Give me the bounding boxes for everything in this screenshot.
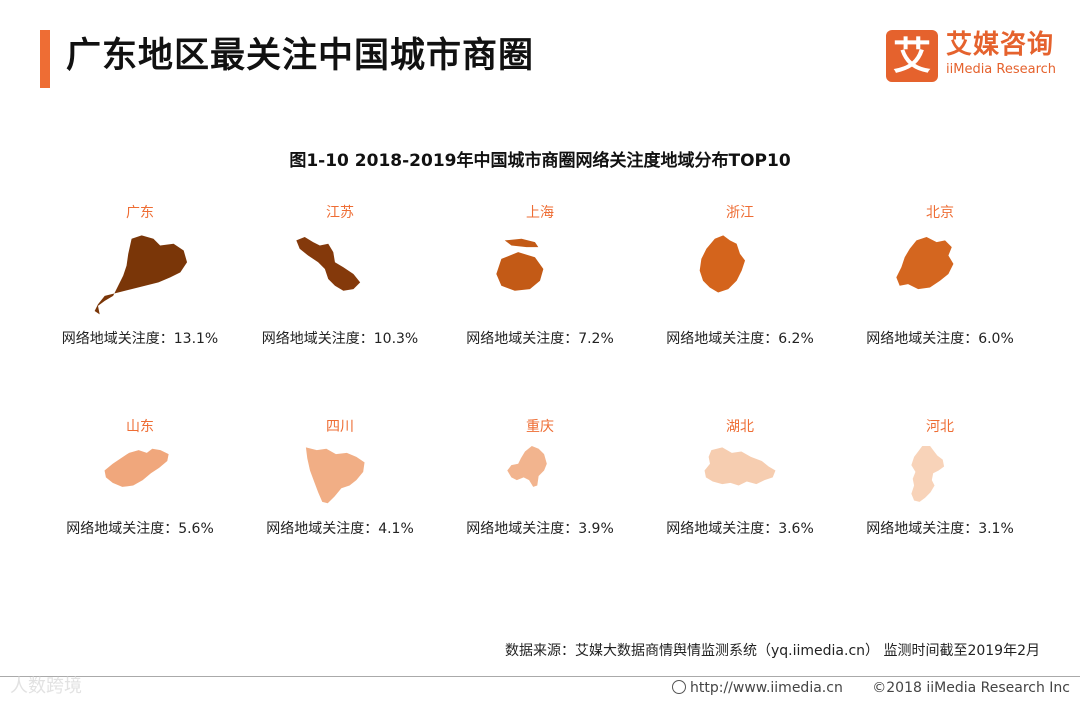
globe-icon <box>672 680 686 694</box>
attention-value-label: 网络地域关注度：6.2% <box>666 331 814 347</box>
province-name: 四川 <box>326 419 354 435</box>
province-cell: 河北网络地域关注度：3.1% <box>840 418 1040 538</box>
province-map-shape <box>94 235 188 315</box>
province-name: 北京 <box>926 205 954 221</box>
province-map-shape <box>507 446 547 487</box>
attention-value-label: 网络地域关注度：13.1% <box>61 331 219 347</box>
province-cell: 重庆网络地域关注度：3.9% <box>440 418 640 538</box>
province-map-shape <box>296 237 361 291</box>
attention-value-label: 网络地域关注度：3.1% <box>866 521 1014 537</box>
page-title: 广东地区最关注中国城市商圈 <box>66 36 535 76</box>
chart-title: 图1-10 2018-2019年中国城市商圈网络关注度地域分布TOP10 <box>289 151 791 171</box>
province-silhouette <box>496 238 544 291</box>
footer-website[interactable]: http://www.iimedia.cn <box>672 680 843 696</box>
province-silhouette <box>896 237 954 290</box>
province-silhouette <box>911 446 945 502</box>
province-cell: 上海网络地域关注度：7.2% <box>440 204 640 348</box>
province-name: 浙江 <box>726 205 754 221</box>
attention-value-label: 网络地域关注度：3.9% <box>466 521 614 537</box>
province-cell: 北京网络地域关注度：6.0% <box>840 204 1040 348</box>
province-cell: 江苏网络地域关注度：10.3% <box>240 204 440 348</box>
brand-mark-icon: 艾 <box>886 30 938 82</box>
attention-value-label: 网络地域关注度：7.2% <box>466 331 614 347</box>
province-cell: 湖北网络地域关注度：3.6% <box>640 418 840 538</box>
province-map-shape <box>699 235 746 293</box>
province-name: 河北 <box>926 419 954 435</box>
province-name: 广东 <box>126 205 154 221</box>
province-name: 重庆 <box>526 419 554 435</box>
province-silhouette <box>296 237 361 291</box>
title-accent-bar <box>40 30 50 88</box>
province-map-shape <box>496 238 544 291</box>
watermark: 人数跨境 <box>10 676 82 697</box>
brand-name-en: iiMedia Research <box>946 62 1057 77</box>
attention-value-label: 网络地域关注度：5.6% <box>66 521 214 537</box>
attention-value-label: 网络地域关注度：3.6% <box>666 521 814 537</box>
province-name: 上海 <box>526 205 554 221</box>
province-name: 江苏 <box>326 205 354 221</box>
province-cell: 山东网络地域关注度：5.6% <box>40 418 240 538</box>
footer-copyright: ©2018 iiMedia Research Inc <box>872 680 1070 696</box>
province-silhouette <box>704 447 776 486</box>
province-silhouette <box>94 235 188 315</box>
attention-value-label: 网络地域关注度：4.1% <box>266 521 414 537</box>
province-silhouette <box>507 446 547 487</box>
data-source-note: 数据来源：艾媒大数据商情舆情监测系统（yq.iimedia.cn） 监测时间截至… <box>504 643 1040 659</box>
brand-name-cn: 艾媒咨询 <box>946 30 1055 60</box>
province-map-shape <box>896 237 954 290</box>
province-silhouette <box>104 448 169 487</box>
brand-logo: 艾 艾媒咨询 iiMedia Research <box>886 30 1066 82</box>
province-cell: 四川网络地域关注度：4.1% <box>240 418 440 538</box>
footer-url-text[interactable]: http://www.iimedia.cn <box>690 680 843 696</box>
province-cell: 广东网络地域关注度：13.1% <box>40 204 240 348</box>
attention-value-label: 网络地域关注度：6.0% <box>866 331 1014 347</box>
province-cell: 浙江网络地域关注度：6.2% <box>640 204 840 348</box>
province-name: 湖北 <box>726 419 754 435</box>
province-map-shape <box>305 447 365 504</box>
province-map-shape <box>911 446 945 502</box>
province-silhouette <box>305 447 365 504</box>
province-map-shape <box>704 447 776 486</box>
province-map-shape <box>104 448 169 487</box>
footer-divider <box>0 676 1080 677</box>
province-silhouette <box>699 235 746 293</box>
attention-value-label: 网络地域关注度：10.3% <box>261 331 419 347</box>
province-name: 山东 <box>126 419 154 435</box>
